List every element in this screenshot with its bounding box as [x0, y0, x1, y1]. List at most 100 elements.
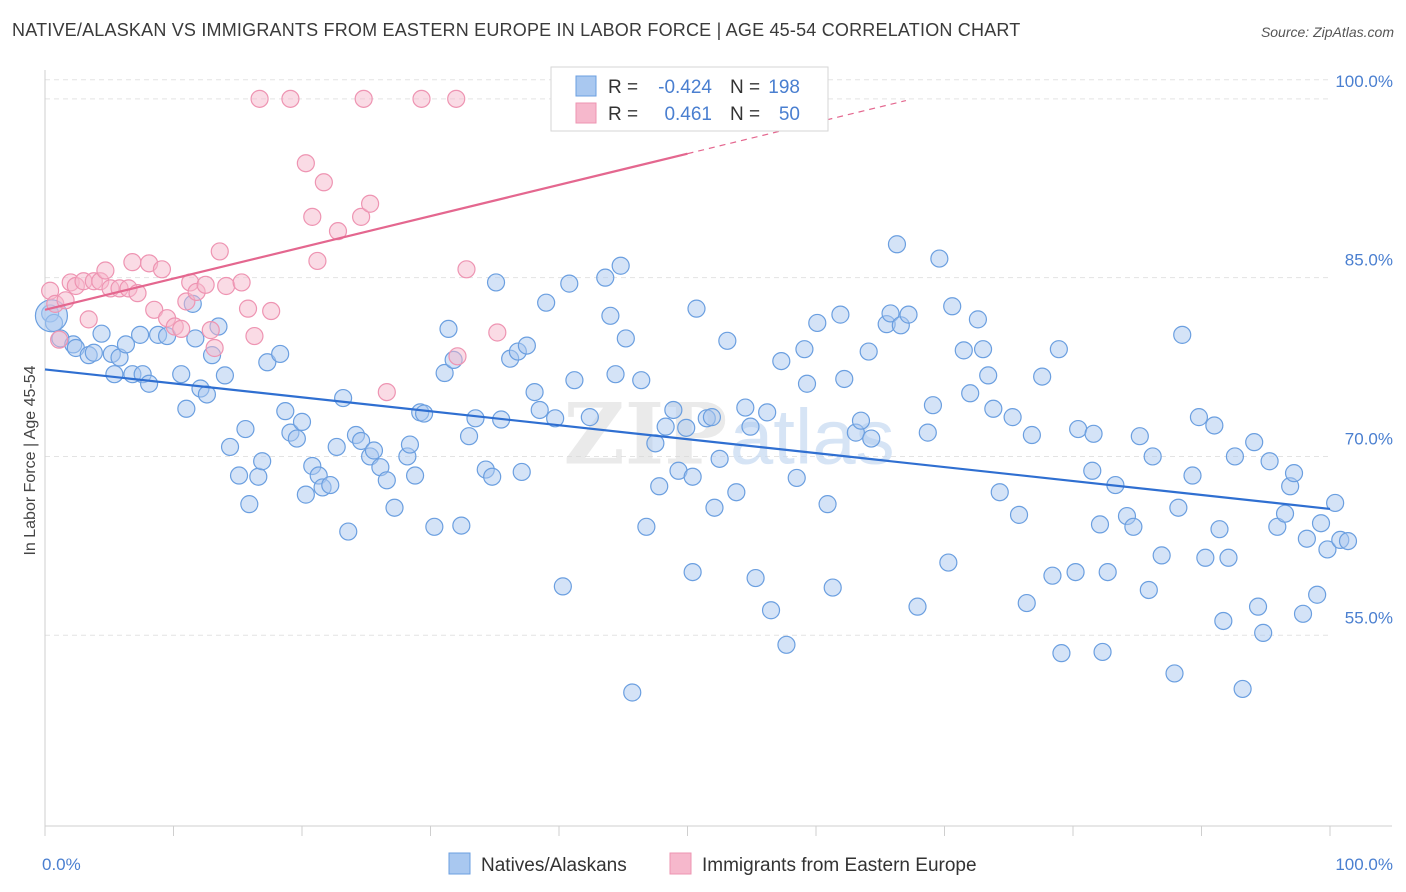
point-natives — [1043, 566, 1062, 585]
point-natives — [84, 343, 103, 362]
point-natives — [405, 466, 425, 485]
point-natives — [1254, 623, 1273, 642]
chart-title: NATIVE/ALASKAN VS IMMIGRANTS FROM EASTER… — [12, 20, 1021, 40]
point-natives — [1124, 517, 1143, 536]
point-natives — [1084, 424, 1103, 443]
point-natives — [1318, 540, 1337, 559]
point-natives — [1260, 452, 1279, 471]
point-natives — [105, 365, 124, 384]
point-immigrants — [352, 207, 371, 226]
point-natives — [546, 409, 565, 428]
series-immigrants-points — [41, 89, 507, 402]
point-natives — [439, 319, 458, 339]
point-natives — [483, 467, 502, 486]
point-natives — [1083, 461, 1102, 480]
point-immigrants — [232, 273, 251, 292]
point-immigrants — [172, 319, 191, 339]
point-natives — [1173, 325, 1192, 344]
point-natives — [664, 400, 683, 420]
point-natives — [954, 341, 973, 360]
point-immigrants — [50, 330, 69, 349]
trend-line-immigrants — [44, 152, 688, 311]
x-tick-label: 100.0% — [1335, 855, 1393, 874]
watermark: ZIP atlas — [564, 385, 895, 484]
point-natives — [92, 324, 111, 343]
point-natives — [1169, 498, 1188, 517]
point-natives — [968, 310, 988, 329]
point-immigrants — [250, 89, 269, 108]
point-natives — [1311, 514, 1331, 533]
point-natives — [795, 340, 814, 359]
point-immigrants — [205, 338, 224, 358]
x-tick-label: 0.0% — [42, 855, 81, 874]
y-tick-label: 85.0% — [1345, 251, 1393, 270]
point-natives — [984, 399, 1003, 418]
point-natives — [530, 400, 549, 420]
stats-legend-box — [550, 66, 829, 132]
y-tick-label: 70.0% — [1345, 429, 1393, 448]
point-natives — [851, 411, 871, 430]
point-immigrants — [210, 242, 229, 261]
point-natives — [296, 485, 315, 504]
point-natives — [727, 483, 746, 502]
point-natives — [1275, 504, 1295, 523]
stats-r-label-2: R = — [608, 104, 638, 125]
stats-r-label-1: R = — [608, 77, 638, 98]
point-natives — [1293, 604, 1313, 623]
point-natives — [276, 402, 295, 421]
point-natives — [385, 498, 404, 517]
stats-r-value-2: 0.461 — [664, 104, 712, 125]
point-natives — [887, 235, 907, 254]
stats-n-value-1: 198 — [768, 77, 800, 98]
stats-n-label-1: N = — [730, 77, 760, 98]
point-natives — [758, 403, 777, 422]
stats-swatch-pink — [575, 102, 597, 124]
legend-swatch-immigrants — [669, 852, 692, 875]
point-natives — [1003, 408, 1022, 427]
point-natives — [236, 419, 255, 439]
point-natives — [271, 344, 290, 364]
point-natives — [632, 371, 651, 390]
point-natives — [580, 408, 599, 427]
point-natives — [565, 371, 584, 390]
point-natives — [930, 249, 949, 268]
point-natives — [177, 399, 196, 418]
point-natives — [1205, 416, 1224, 435]
point-natives — [352, 431, 371, 451]
legend-label-natives: Natives/Alaskans — [481, 855, 627, 876]
point-natives — [973, 340, 993, 359]
point-immigrants — [123, 253, 142, 272]
point-natives — [1143, 447, 1162, 466]
point-immigrants — [354, 89, 373, 108]
point-natives — [702, 408, 722, 427]
trend-line-natives — [44, 368, 1331, 511]
point-natives — [761, 601, 781, 620]
point-natives — [327, 437, 346, 457]
point-immigrants — [201, 321, 220, 340]
point-immigrants — [281, 89, 300, 108]
point-immigrants — [303, 207, 322, 226]
point-natives — [1098, 562, 1117, 582]
point-natives — [1219, 548, 1238, 567]
point-natives — [400, 435, 420, 454]
point-natives — [1139, 580, 1158, 600]
point-immigrants — [377, 382, 396, 402]
gridlines — [45, 79, 1330, 636]
point-natives — [466, 409, 485, 428]
point-natives — [835, 369, 854, 389]
stats-n-value-2: 50 — [779, 104, 800, 125]
point-natives — [1196, 548, 1215, 567]
point-natives — [1066, 562, 1085, 582]
tick-labels: 55.0% 70.0% 85.0% 100.0% 0.0% 100.0% — [42, 72, 1393, 874]
point-immigrants — [196, 275, 215, 294]
point-natives — [1210, 520, 1229, 539]
point-natives — [377, 471, 396, 490]
point-natives — [746, 568, 765, 588]
point-natives — [899, 305, 918, 324]
point-natives — [339, 522, 358, 541]
point-natives — [425, 517, 444, 536]
point-natives — [240, 495, 259, 514]
point-natives — [512, 462, 531, 482]
point-natives — [321, 475, 340, 495]
series-natives-points — [34, 235, 1358, 702]
